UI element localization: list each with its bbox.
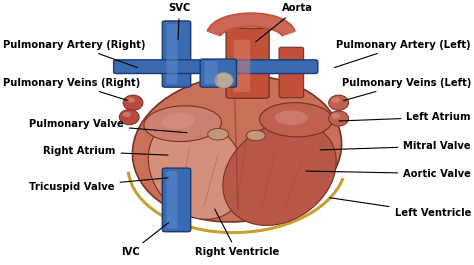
- Ellipse shape: [119, 109, 139, 125]
- Text: SVC: SVC: [168, 3, 191, 39]
- FancyBboxPatch shape: [200, 59, 237, 87]
- Circle shape: [208, 129, 228, 140]
- Text: Left Atrium: Left Atrium: [339, 112, 471, 122]
- Ellipse shape: [127, 98, 135, 103]
- Text: Aorta: Aorta: [255, 3, 313, 42]
- Ellipse shape: [223, 122, 336, 226]
- FancyBboxPatch shape: [114, 60, 209, 73]
- Text: IVC: IVC: [121, 223, 169, 257]
- Text: Tricuspid Valve: Tricuspid Valve: [29, 178, 168, 192]
- Ellipse shape: [144, 106, 221, 142]
- FancyBboxPatch shape: [162, 21, 191, 87]
- FancyBboxPatch shape: [204, 61, 218, 84]
- Text: Aortic Valve: Aortic Valve: [306, 169, 471, 179]
- FancyBboxPatch shape: [162, 168, 191, 232]
- Ellipse shape: [331, 98, 340, 103]
- Text: Pulmonary Veins (Right): Pulmonary Veins (Right): [3, 78, 140, 100]
- FancyBboxPatch shape: [166, 24, 177, 84]
- Ellipse shape: [123, 112, 131, 117]
- Text: Left Ventricle: Left Ventricle: [329, 198, 471, 218]
- FancyBboxPatch shape: [279, 47, 304, 98]
- Text: Pulmonary Valve: Pulmonary Valve: [29, 119, 187, 133]
- FancyBboxPatch shape: [229, 60, 318, 73]
- Ellipse shape: [328, 95, 348, 110]
- Text: Right Atrium: Right Atrium: [43, 146, 168, 156]
- Text: Pulmonary Veins (Left): Pulmonary Veins (Left): [342, 78, 471, 101]
- FancyBboxPatch shape: [234, 39, 250, 92]
- Ellipse shape: [148, 117, 246, 219]
- Ellipse shape: [123, 95, 143, 110]
- Ellipse shape: [259, 103, 333, 137]
- Text: Pulmonary Artery (Left): Pulmonary Artery (Left): [334, 40, 471, 68]
- Text: Pulmonary Artery (Right): Pulmonary Artery (Right): [3, 40, 146, 68]
- Ellipse shape: [328, 111, 348, 126]
- Ellipse shape: [162, 113, 194, 129]
- Text: Mitral Valve: Mitral Valve: [320, 141, 471, 151]
- Circle shape: [246, 130, 265, 141]
- Ellipse shape: [331, 113, 340, 118]
- Ellipse shape: [275, 111, 308, 125]
- Ellipse shape: [214, 72, 233, 88]
- FancyBboxPatch shape: [226, 28, 269, 98]
- Ellipse shape: [132, 75, 342, 222]
- Text: Right Ventricle: Right Ventricle: [195, 209, 279, 257]
- FancyBboxPatch shape: [166, 171, 177, 229]
